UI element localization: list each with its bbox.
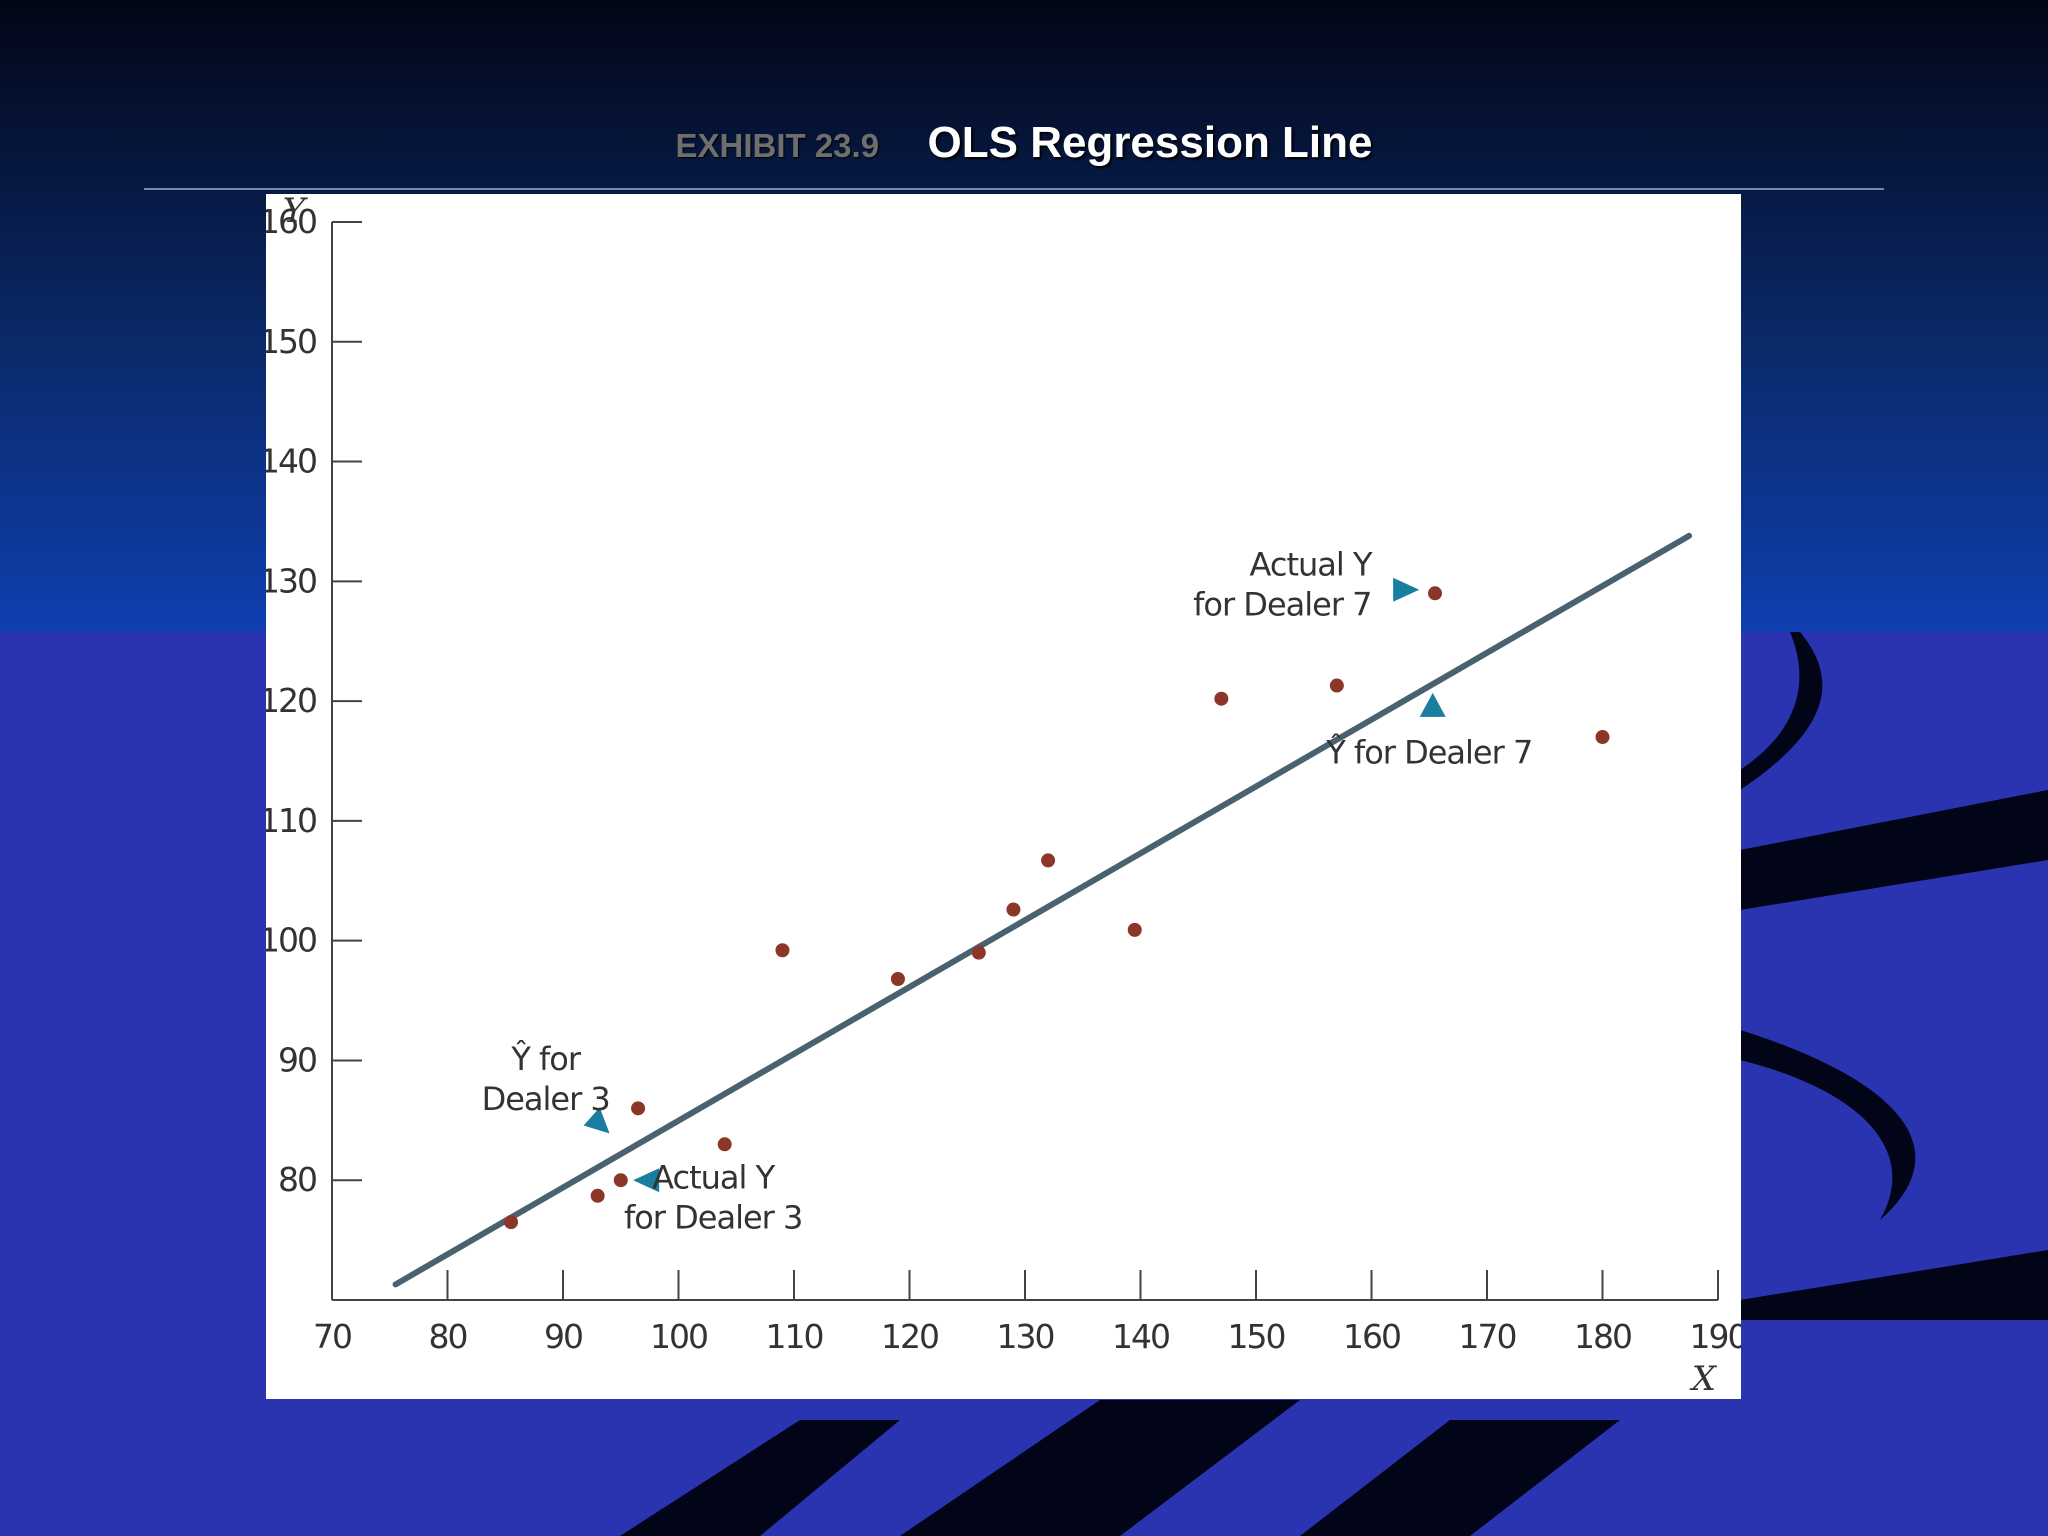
x-tick-label: 110 (766, 1317, 823, 1356)
data-point (1041, 853, 1056, 868)
data-point (775, 943, 790, 958)
swoosh-decoration (620, 632, 2048, 1536)
annotation-label: Dealer 3 (482, 1080, 610, 1118)
x-tick-label: 170 (1459, 1317, 1516, 1356)
annotation-label: Actual Y (1250, 545, 1373, 583)
annotation-label: for Dealer 7 (1193, 585, 1371, 623)
x-tick-label: 160 (1343, 1317, 1400, 1356)
scatter-chart: 70 80 90 100 110 120 130 140 150 160 170 180 190 80 90… (266, 194, 1741, 1399)
data-point (613, 1173, 628, 1188)
data-point (1428, 586, 1443, 601)
data-point (890, 971, 905, 986)
y-axis-label: Y (283, 194, 309, 231)
chart-panel: 70 80 90 100 110 120 130 140 150 160 170 180 190 80 90… (266, 194, 1741, 1399)
y-tick-label: 150 (266, 322, 316, 361)
data-point (717, 1137, 732, 1152)
x-tick-label: 100 (650, 1317, 707, 1356)
y-tick-label: 80 (278, 1160, 316, 1199)
data-point (1329, 678, 1344, 693)
data-point (504, 1215, 519, 1230)
x-tick-label: 180 (1574, 1317, 1631, 1356)
regression-line (392, 532, 1693, 1288)
slide-title: OLS Regression Line (927, 118, 1373, 167)
y-tick-label: 140 (266, 442, 316, 481)
annotation-marker (633, 1168, 660, 1193)
x-tick-label: 190 (1690, 1317, 1742, 1356)
exhibit-label: EXHIBIT 23.9 (675, 127, 880, 164)
y-tick-label: 90 (278, 1040, 316, 1079)
title-bar: EXHIBIT 23.9 OLS Regression Line (0, 118, 2048, 198)
data-point (1127, 922, 1142, 937)
data-point (971, 945, 986, 960)
annotation-marker (1393, 577, 1420, 602)
axes: 70 80 90 100 110 120 130 140 150 160 170 180 190 80 90… (266, 194, 1741, 1399)
x-tick-label: 80 (429, 1317, 467, 1356)
data-point (1595, 730, 1610, 745)
y-tick-label: 160 (266, 202, 316, 241)
x-tick-label: 120 (881, 1317, 938, 1356)
x-tick-label: 90 (544, 1317, 582, 1356)
x-tick-label: 70 (313, 1317, 351, 1356)
title-divider (144, 188, 1884, 190)
annotation-label: Ŷ for Dealer 7 (1325, 733, 1532, 771)
x-tick-label: 130 (997, 1317, 1054, 1356)
annotation-label: for Dealer 3 (624, 1199, 802, 1237)
y-tick-label: 110 (266, 801, 316, 840)
data-point (1214, 691, 1229, 706)
y-tick-label: 130 (266, 561, 316, 600)
annotation-label: Actual Y (652, 1159, 775, 1197)
data-points (504, 586, 1610, 1230)
y-tick-label: 120 (266, 681, 316, 720)
x-axis-label: X (1689, 1359, 1718, 1399)
y-tick-label: 100 (266, 921, 316, 960)
data-point (590, 1188, 605, 1203)
regression-line-layer (392, 532, 1693, 1288)
x-tick-label: 140 (1112, 1317, 1169, 1356)
data-point (631, 1101, 646, 1116)
annotation-marker (1419, 692, 1446, 717)
data-point (1006, 902, 1021, 917)
annotation-marker (583, 1107, 610, 1134)
annotation-label: Ŷ for (510, 1040, 582, 1078)
x-tick-label: 150 (1228, 1317, 1285, 1356)
